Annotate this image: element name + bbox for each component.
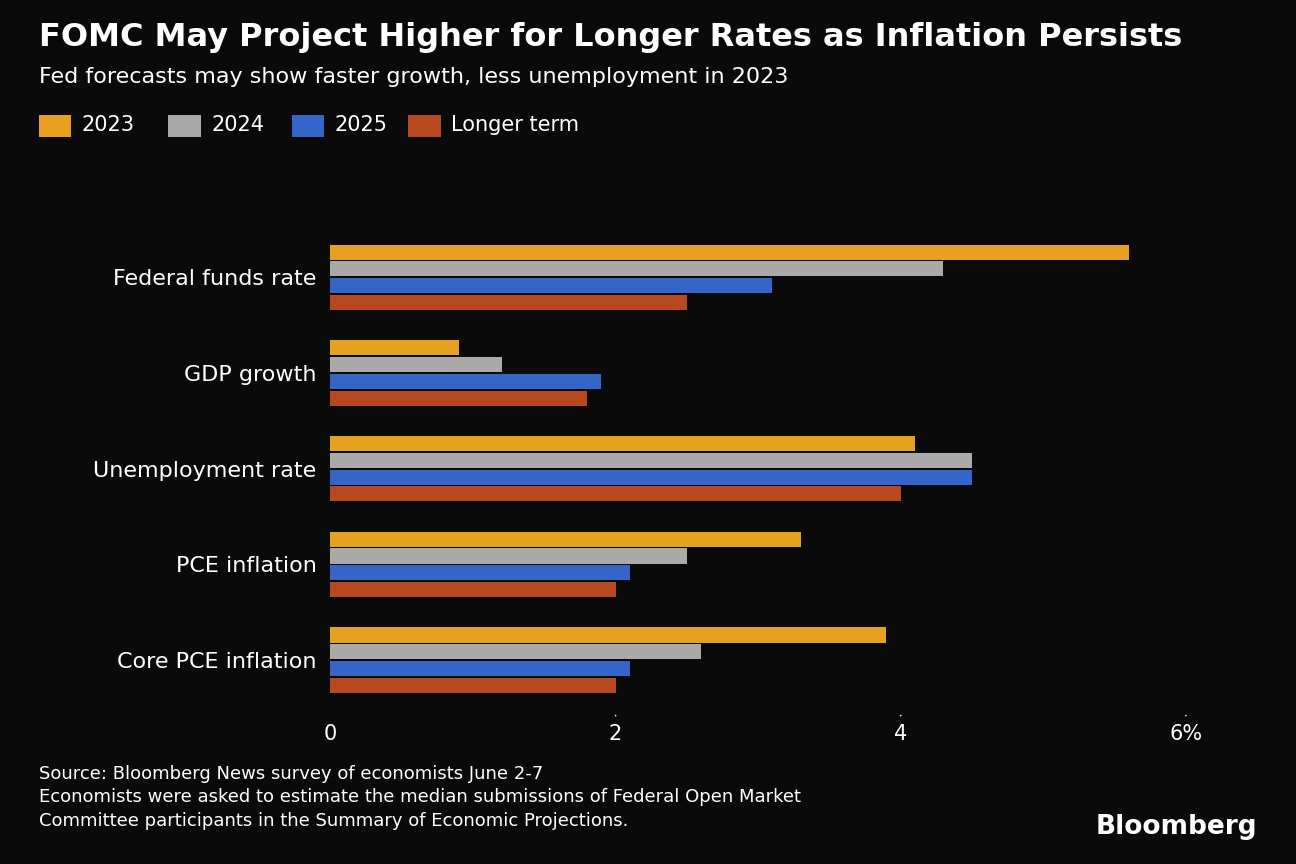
Bar (330, 549, 687, 563)
Bar (330, 661, 630, 677)
Bar (330, 374, 601, 389)
Bar (330, 469, 972, 485)
Bar (330, 486, 901, 501)
Text: FOMC May Project Higher for Longer Rates as Inflation Persists: FOMC May Project Higher for Longer Rates… (39, 22, 1182, 53)
Bar (330, 391, 587, 406)
Text: 2024: 2024 (211, 115, 264, 136)
Text: Fed forecasts may show faster growth, less unemployment in 2023: Fed forecasts may show faster growth, le… (39, 67, 788, 87)
Text: 2023: 2023 (82, 115, 135, 136)
Bar (330, 531, 801, 547)
Text: 2025: 2025 (334, 115, 388, 136)
Bar (330, 278, 772, 293)
Bar (330, 645, 701, 659)
Bar (330, 436, 915, 451)
Bar (330, 627, 886, 643)
Bar (330, 453, 972, 468)
Bar (330, 677, 616, 693)
Bar (330, 582, 616, 597)
Text: Longer term: Longer term (451, 115, 579, 136)
Bar (330, 565, 630, 581)
Bar (330, 261, 943, 276)
Bar (330, 357, 502, 372)
Bar (330, 340, 459, 355)
Text: Bloomberg: Bloomberg (1095, 814, 1257, 840)
Bar (330, 295, 687, 310)
Text: Source: Bloomberg News survey of economists June 2-7
Economists were asked to es: Source: Bloomberg News survey of economi… (39, 765, 801, 829)
Bar (330, 245, 1129, 260)
